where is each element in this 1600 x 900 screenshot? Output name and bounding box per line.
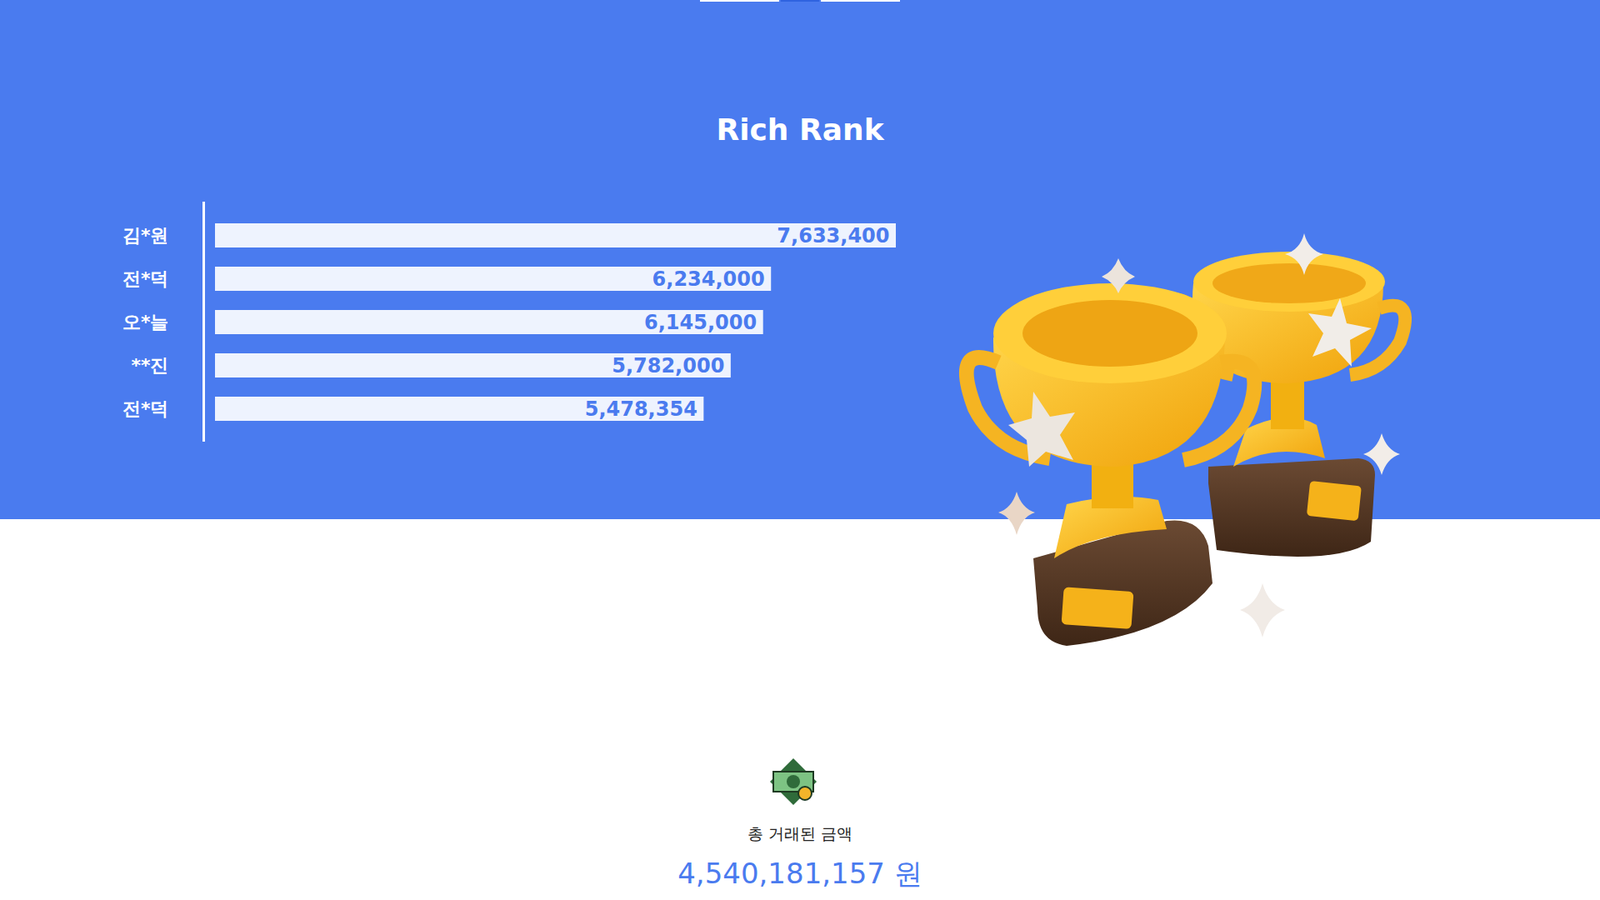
svg-text:오*늘: 오*늘 <box>122 311 170 333</box>
svg-text:김*원: 김*원 <box>122 225 170 246</box>
svg-text:6,234,000: 6,234,000 <box>652 267 765 291</box>
svg-text:전*덕: 전*덕 <box>122 398 170 420</box>
svg-text:전*덕: 전*덕 <box>122 268 170 290</box>
svg-text:**진: **진 <box>130 355 169 376</box>
html-text:총 거래된 금액: 총 거래된 금액 <box>747 824 853 843</box>
html-text:Rich Rank: Rich Rank <box>716 112 884 147</box>
svg-text:5,478,354: 5,478,354 <box>585 397 698 421</box>
svg-text:6,145,000: 6,145,000 <box>644 310 757 335</box>
svg-text:7,633,400: 7,633,400 <box>776 224 890 248</box>
html-text:4,540,181,157 원: 4,540,181,157 원 <box>677 856 923 890</box>
svg-text:5,782,000: 5,782,000 <box>611 354 725 378</box>
